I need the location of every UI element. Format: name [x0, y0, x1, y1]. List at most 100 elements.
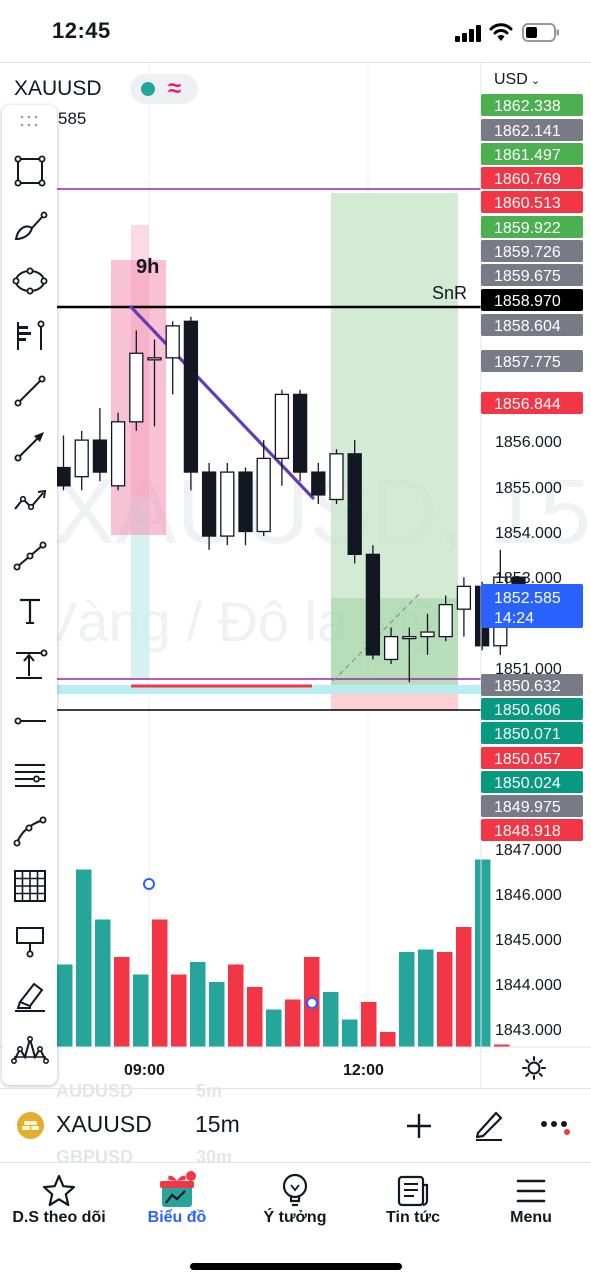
pen-icon[interactable]: [472, 1107, 506, 1141]
candle: [311, 462, 326, 505]
price-axis-label: 1846.000: [495, 887, 562, 904]
price-scale-settings-icon[interactable]: [521, 1055, 547, 1081]
nav-watchlist[interactable]: D.S theo dõi: [0, 1163, 118, 1243]
price-axis-label: 1843.000: [495, 1022, 562, 1039]
gold-icon: [17, 1112, 44, 1139]
label-snr: SnR: [432, 283, 467, 303]
nav-news[interactable]: Tin tức: [354, 1163, 472, 1243]
price-tag: 1862.338: [481, 94, 583, 116]
svg-text:1858.604: 1858.604: [494, 318, 561, 335]
svg-text:1849.975: 1849.975: [494, 799, 561, 816]
tool-rectangle[interactable]: [7, 148, 53, 194]
symbol-bar[interactable]: AUDUSD 5m XAUUSD 15m GBPUSD 30m: [0, 1081, 591, 1167]
candle: [165, 321, 180, 395]
currency-select[interactable]: USD ⌄: [494, 71, 540, 89]
tool-anchored-vwap[interactable]: [7, 313, 53, 359]
long-position-tool-icon: [16, 649, 48, 679]
tool-long-position[interactable]: [7, 643, 53, 689]
nav-chart[interactable]: Biểu đồ: [118, 1163, 236, 1243]
volume-bar: [475, 859, 491, 1047]
market-status-pill[interactable]: ≈: [130, 74, 198, 104]
price-axis-label: 1845.000: [495, 932, 562, 949]
tool-fib-retracement[interactable]: [7, 753, 53, 799]
grid-tool-icon: [14, 870, 46, 902]
price-tag: 1850.024: [481, 771, 583, 793]
chart-symbol-label[interactable]: XAUUSD: [14, 77, 102, 100]
price-tag: 1850.632: [481, 674, 583, 696]
price-axis-label: 1856.000: [495, 434, 562, 451]
price-readout-partial: 585: [58, 109, 87, 128]
purple-trend-line[interactable]: [129, 305, 315, 500]
lightbulb-icon: [282, 1173, 308, 1207]
tool-gann-square[interactable]: [7, 863, 53, 909]
nav-menu[interactable]: Menu: [472, 1163, 590, 1243]
tool-head-shoulders[interactable]: [7, 1028, 53, 1074]
label-9h: 9h: [136, 256, 159, 278]
volume-group: [57, 859, 510, 1047]
volume-bar: [342, 1019, 358, 1047]
ghost-interval-above: 5m: [196, 1081, 223, 1101]
ellipse-tool-icon: [12, 267, 48, 295]
tool-pattern[interactable]: [7, 478, 53, 524]
candle: [147, 339, 162, 427]
price-axis[interactable]: 1856.000 1855.000 1854.000 1853.000 1851.000…: [495, 434, 562, 1039]
more-icon[interactable]: [540, 1119, 572, 1135]
volume-bar: [323, 992, 339, 1047]
tool-arrow[interactable]: [7, 423, 53, 469]
chart-area[interactable]: XAUUSD, 15 Vàng / Đô la Mỹ 9h SnR 09:00 …: [0, 62, 591, 1089]
price-tag: 1859.675: [481, 264, 583, 286]
svg-text:1860.769: 1860.769: [494, 171, 561, 188]
candle: [329, 449, 344, 505]
horizontal-ray-tool-icon: [14, 717, 46, 725]
chart-gift-icon: [160, 1171, 196, 1207]
svg-text:1850.057: 1850.057: [494, 751, 561, 768]
tool-ellipse[interactable]: [7, 258, 53, 304]
chart-canvas[interactable]: XAUUSD, 15 Vàng / Đô la Mỹ 9h SnR 09:00 …: [0, 63, 591, 1089]
current-price-value: 1852.585: [494, 590, 561, 607]
svg-text:1850.071: 1850.071: [494, 726, 561, 743]
status-time: 12:45: [52, 18, 111, 43]
volume-bar: [418, 949, 434, 1047]
wifi-icon: [489, 23, 513, 41]
volume-bar: [247, 987, 263, 1047]
brush-tool-icon: [14, 211, 48, 241]
candle: [74, 430, 89, 491]
volume-bar: [380, 1032, 396, 1047]
plus-icon[interactable]: [404, 1111, 434, 1141]
toolbar-drag-handle-icon[interactable]: [19, 113, 39, 129]
nav-ideas[interactable]: Ý tưởng: [236, 1163, 354, 1243]
volume-bar: [152, 919, 168, 1047]
tool-brush[interactable]: [7, 203, 53, 249]
svg-text:1850.024: 1850.024: [494, 775, 561, 792]
volume-bar: [437, 952, 453, 1047]
price-tag: 1859.922: [481, 216, 583, 238]
tool-curve[interactable]: [7, 808, 53, 854]
volume-bar: [171, 974, 187, 1047]
tool-trend-line[interactable]: [7, 368, 53, 414]
market-open-dot-icon: [141, 82, 155, 96]
current-price-countdown: 14:24: [494, 610, 534, 627]
interval-button[interactable]: 15m: [195, 1111, 240, 1137]
volume-bar: [228, 964, 244, 1047]
tool-path[interactable]: [7, 533, 53, 579]
drawing-toolbar[interactable]: [2, 105, 57, 1085]
price-tag: 1850.606: [481, 698, 583, 720]
approx-data-icon: ≈: [168, 75, 182, 102]
svg-text:1856.844: 1856.844: [494, 396, 561, 413]
candle: [92, 408, 108, 482]
tool-callout[interactable]: [7, 918, 53, 964]
price-tag: 1857.775: [481, 350, 583, 372]
tool-text[interactable]: [7, 588, 53, 634]
svg-text:1862.338: 1862.338: [494, 98, 561, 115]
trend-line-tool-icon: [14, 375, 46, 407]
hamburger-icon: [516, 1179, 546, 1203]
nav-label: Menu: [510, 1209, 552, 1226]
candle: [110, 412, 126, 491]
svg-text:1859.675: 1859.675: [494, 268, 561, 285]
symbol-search-button[interactable]: XAUUSD: [56, 1111, 152, 1137]
tool-horizontal-ray[interactable]: [7, 698, 53, 744]
candle: [220, 462, 235, 546]
price-axis-label: 1855.000: [495, 480, 562, 497]
volume-marker: [143, 878, 155, 890]
tool-highlighter[interactable]: [7, 973, 53, 1019]
